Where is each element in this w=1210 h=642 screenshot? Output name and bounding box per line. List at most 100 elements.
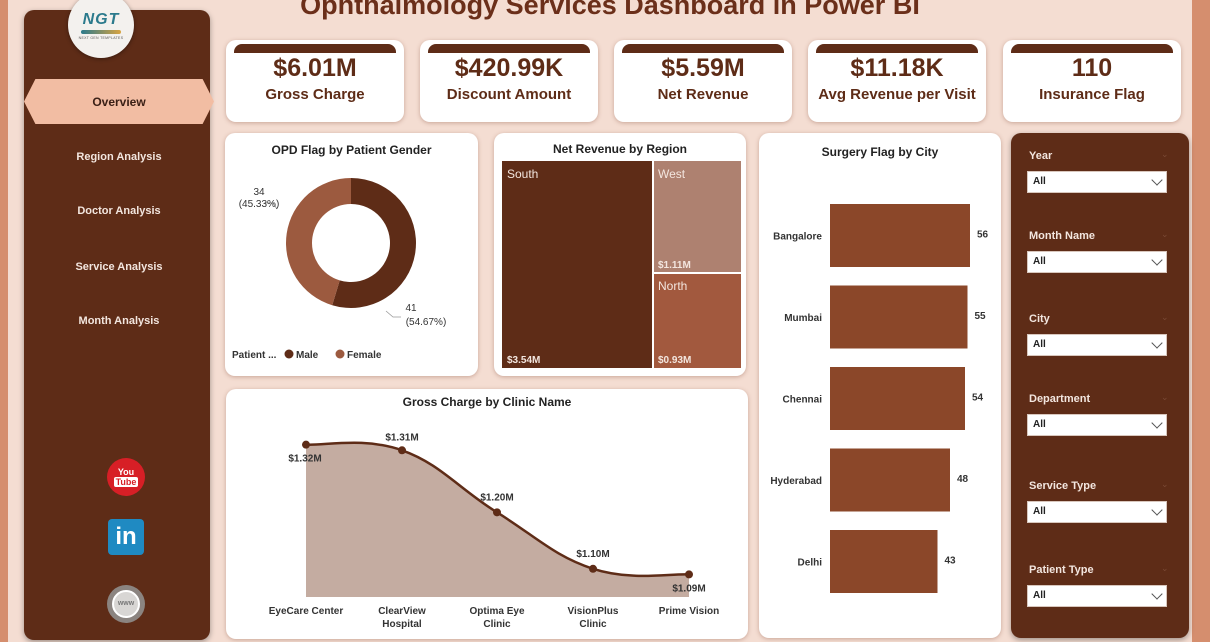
bar-bangalore[interactable]: [830, 204, 970, 267]
filter-select-department[interactable]: All: [1027, 414, 1167, 436]
data-label: 43: [945, 556, 957, 567]
data-label: $1.32M: [288, 454, 321, 465]
sidebar-item-doctor-analysis[interactable]: Doctor Analysis: [77, 205, 161, 217]
area-fill: [306, 442, 689, 597]
bar-group-chennai[interactable]: Chennai 54: [783, 367, 984, 430]
linkedin-text: in: [115, 523, 137, 550]
chevron-down-icon: [1151, 174, 1163, 186]
globe-text: www: [117, 600, 135, 607]
category-label: Optima Eye: [469, 606, 524, 617]
leader-line-female: [264, 202, 278, 210]
bar-group-bangalore[interactable]: Bangalore 56: [773, 204, 989, 267]
data-label: 54: [972, 393, 984, 404]
category-label: EyeCare Center: [269, 606, 344, 617]
filter-label-department: Department: [1029, 393, 1091, 405]
data-point[interactable]: [398, 446, 406, 455]
bar-mumbai[interactable]: [830, 285, 968, 349]
youtube-text-top: You: [117, 466, 135, 477]
data-label-female-value: 34: [253, 187, 265, 198]
tile-value: $3.54M: [507, 355, 540, 366]
bar-hyderabad[interactable]: [830, 448, 950, 512]
kpi-label: Avg Revenue per Visit: [818, 86, 976, 103]
chart-title: OPD Flag by Patient Gender: [271, 143, 432, 157]
bar-chart-card: Surgery Flag by City Bangalore 56 Mumbai 55…: [759, 133, 1001, 638]
kpi-card-avg-revenue: $11.18K Avg Revenue per Visit: [808, 40, 986, 122]
legend-label-female[interactable]: Female: [347, 350, 382, 361]
bar-group-hyderabad[interactable]: Hyderabad 48: [770, 448, 969, 512]
sidebar-item-overview[interactable]: Overview: [24, 79, 214, 124]
globe-icon: www: [112, 590, 140, 618]
bar-group-delhi[interactable]: Delhi 43: [798, 530, 957, 593]
kpi-label: Discount Amount: [446, 86, 572, 103]
sidebar-item-service-analysis[interactable]: Service Analysis: [75, 261, 163, 273]
chart-title: Surgery Flag by City: [821, 145, 939, 159]
bar-delhi[interactable]: [830, 530, 938, 593]
data-point[interactable]: [493, 508, 501, 517]
area-chart: $1.32M EyeCare Center $1.31M ClearView Hospi…: [269, 432, 719, 630]
filter-value: All: [1033, 339, 1046, 350]
treemap-card: Net Revenue by Region South $3.54M West …: [494, 133, 746, 376]
kpi-label: Gross Charge: [265, 86, 365, 103]
data-label: $1.09M: [672, 583, 705, 594]
kpi-accent-bar: [1011, 44, 1173, 53]
chevron-down-icon[interactable]: ⌄: [1161, 563, 1169, 573]
sidebar-item-region-analysis[interactable]: Region Analysis: [76, 151, 162, 163]
filter-select-year[interactable]: All: [1027, 171, 1167, 193]
data-label: $1.20M: [480, 492, 513, 503]
kpi-accent-bar: [622, 44, 784, 53]
chevron-down-icon: [1151, 417, 1163, 429]
filter-label-city: City: [1029, 313, 1050, 325]
legend-label-male[interactable]: Male: [296, 350, 319, 361]
treemap-tile-south[interactable]: South $3.54M: [502, 161, 652, 368]
chevron-down-icon[interactable]: ⌄: [1161, 312, 1169, 322]
page-title: Ophthalmology Services Dashboard in Powe…: [300, 0, 920, 20]
filter-panel: Year ⌄ All Month Name ⌄ All City ⌄ All D…: [1011, 133, 1189, 638]
treemap-tile-west[interactable]: West $1.11M: [654, 161, 741, 272]
sidebar-item-month-analysis[interactable]: Month Analysis: [78, 315, 160, 327]
chevron-down-icon[interactable]: ⌄: [1161, 479, 1169, 489]
filter-select-patient-type[interactable]: All: [1027, 585, 1167, 607]
youtube-text-bottom: Tube: [113, 476, 139, 487]
filter-select-city[interactable]: All: [1027, 334, 1167, 356]
kpi-value: $420.99K: [454, 54, 564, 82]
youtube-icon[interactable]: You Tube: [107, 458, 145, 496]
category-label: VisionPlus: [568, 606, 619, 617]
data-label: 55: [975, 311, 987, 322]
logo-wave-icon: [81, 29, 121, 34]
category-label: Bangalore: [773, 232, 822, 243]
filter-select-month-name[interactable]: All: [1027, 251, 1167, 273]
data-point[interactable]: [302, 440, 310, 449]
filter-label-year: Year: [1029, 150, 1053, 162]
category-label: Delhi: [798, 558, 823, 569]
kpi-accent-bar: [428, 44, 590, 53]
treemap-tile-north[interactable]: North $0.93M: [654, 274, 741, 368]
category-label: Hospital: [382, 619, 422, 630]
tile-value: $1.11M: [658, 260, 691, 271]
chevron-down-icon[interactable]: ⌄: [1161, 149, 1169, 159]
data-point[interactable]: [685, 570, 693, 579]
donut-chart: 34 (45.33%) 41 (54.67%) Patient ... Male…: [232, 178, 446, 361]
chevron-down-icon[interactable]: ⌄: [1161, 392, 1169, 402]
filter-label-service-type: Service Type: [1029, 480, 1097, 492]
filter-select-service-type[interactable]: All: [1027, 501, 1167, 523]
leader-line-male: [385, 310, 401, 318]
data-label: $1.10M: [576, 549, 609, 560]
kpi-card-discount-amount: $420.99K Discount Amount: [420, 40, 598, 122]
tile-value: $0.93M: [658, 355, 691, 366]
filter-label-patient-type: Patient Type: [1029, 564, 1094, 576]
linkedin-icon[interactable]: in: [108, 519, 144, 555]
bar-chart: Bangalore 56 Mumbai 55 Chennai 54 Hyderabad 48 D…: [770, 204, 989, 593]
chevron-down-icon[interactable]: ⌄: [1161, 229, 1169, 239]
category-label: Mumbai: [784, 313, 822, 324]
website-globe-icon[interactable]: www: [107, 585, 145, 623]
bar-group-mumbai[interactable]: Mumbai 55: [784, 285, 987, 349]
filter-label-month-name: Month Name: [1029, 230, 1095, 242]
category-label: Prime Vision: [659, 606, 719, 617]
donut-slice-male[interactable]: [332, 178, 417, 308]
category-label: Clinic: [483, 619, 511, 630]
kpi-accent-bar: [816, 44, 978, 53]
donut-slice-female[interactable]: [286, 178, 351, 306]
bar-chennai[interactable]: [830, 367, 965, 430]
kpi-accent-bar: [234, 44, 396, 53]
data-point[interactable]: [589, 564, 597, 573]
